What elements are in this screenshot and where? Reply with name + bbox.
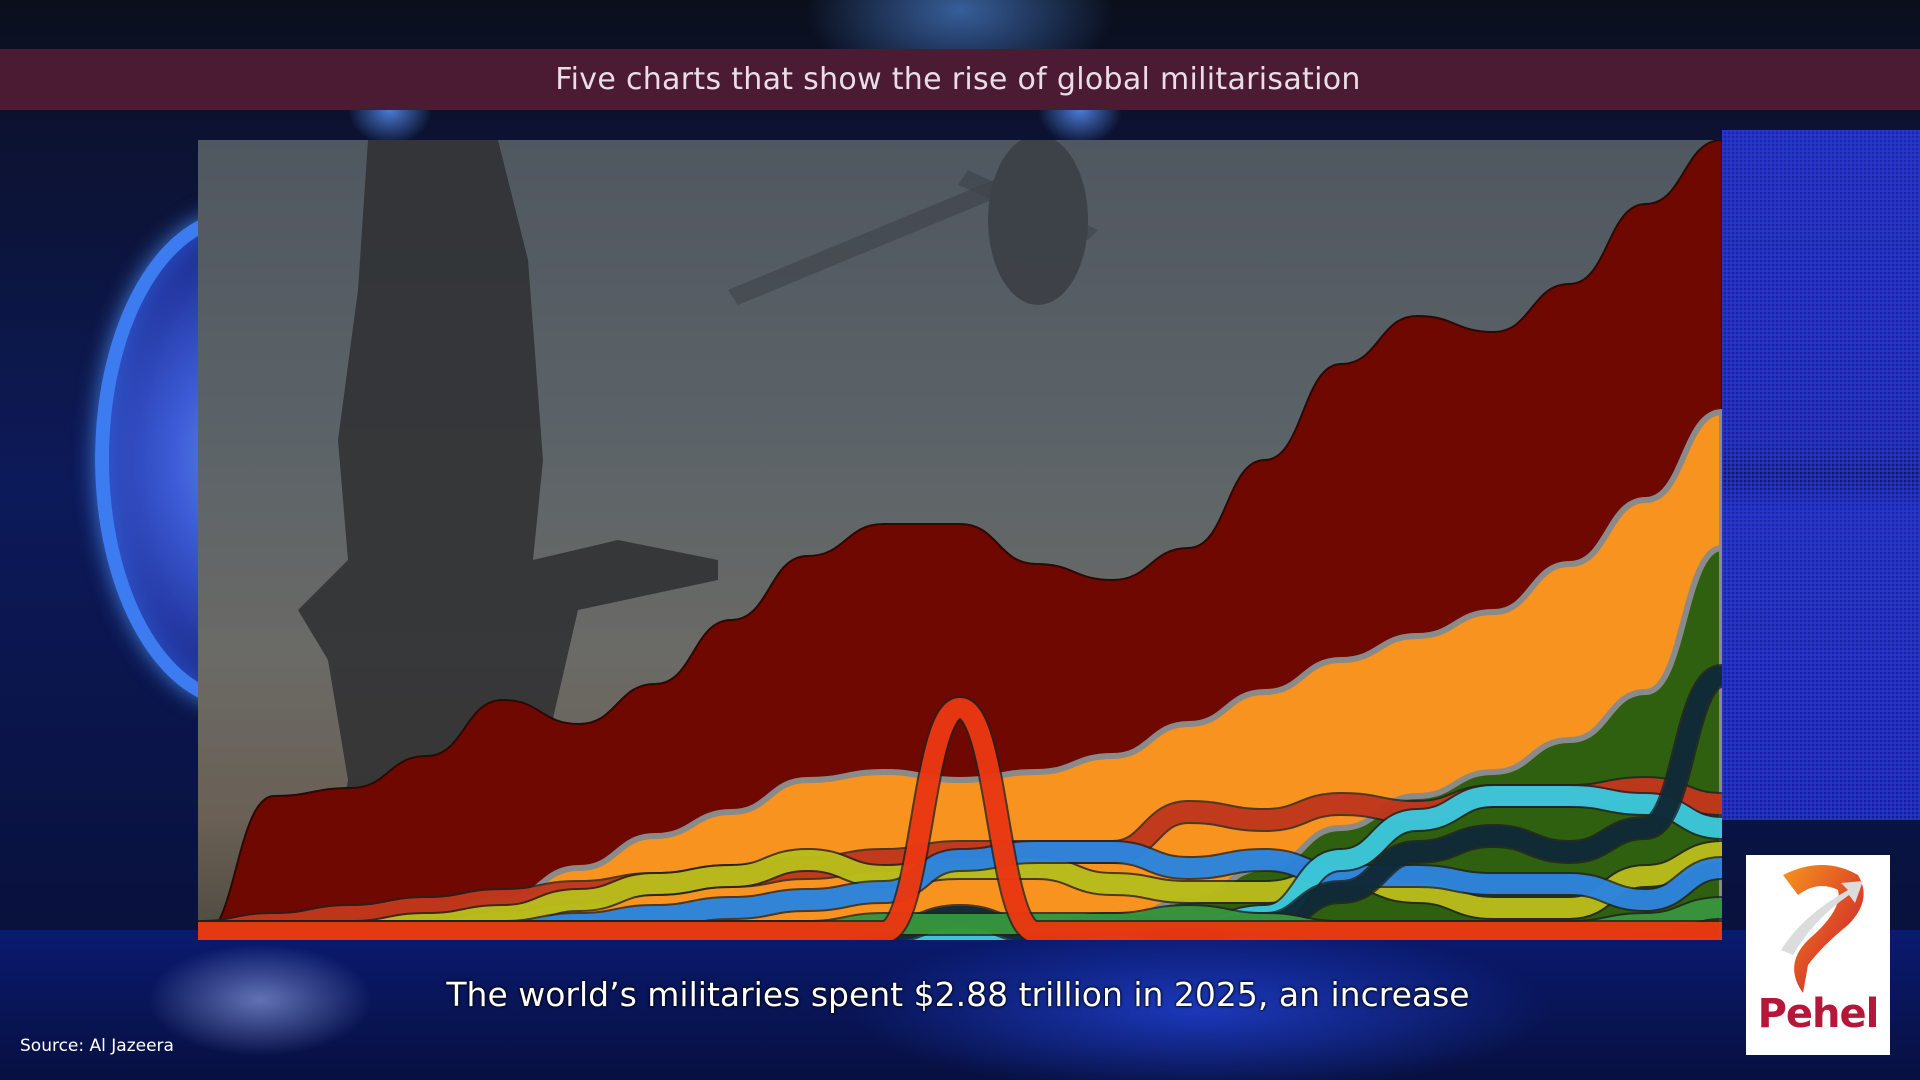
helicopter-silhouette-icon <box>728 140 1098 305</box>
caption-text: The world’s militaries spent $2.88 trill… <box>446 975 1470 1014</box>
pehel-arrow-icon <box>1781 865 1864 993</box>
source-label: Source: Al Jazeera <box>20 1036 174 1056</box>
logo-text: Pehel <box>1757 991 1880 1037</box>
floor-background <box>0 930 1920 1080</box>
soldier-silhouette-icon <box>298 140 718 940</box>
world-map-screen <box>1722 130 1920 820</box>
page-title: Five charts that show the rise of global… <box>555 62 1361 97</box>
chart-layers <box>198 140 1722 940</box>
pehel-logo: Pehel <box>1746 855 1890 1055</box>
chart-panel <box>198 140 1722 940</box>
streamgraph-chart <box>198 140 1722 940</box>
ribbon-spike-red-orange- <box>198 697 1722 940</box>
title-bar: Five charts that show the rise of global… <box>0 49 1920 110</box>
